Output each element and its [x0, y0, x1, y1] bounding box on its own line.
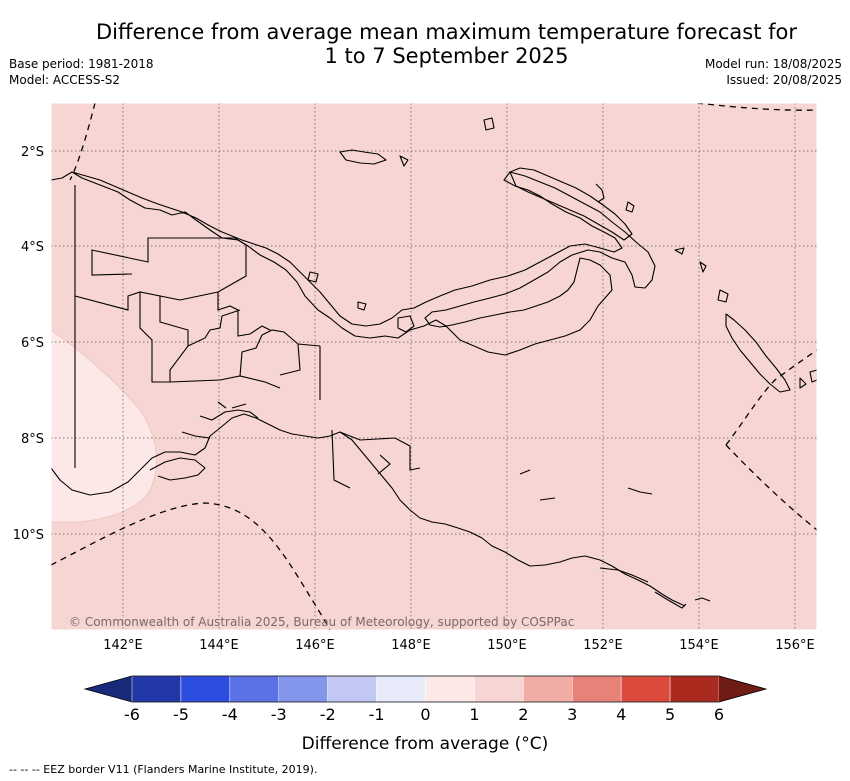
colorbar-bin — [523, 675, 573, 703]
colorbar-tick-label: -5 — [173, 705, 189, 724]
manus-island — [339, 149, 409, 167]
anomaly-fill-background — [51, 103, 817, 630]
colorbar-bin — [180, 675, 231, 703]
map-title-line1: Difference from average mean maximum tem… — [96, 20, 797, 44]
lat-tick-2s: 2°S — [21, 145, 44, 160]
colorbar-extend-high — [719, 676, 766, 702]
lat-tick-6s: 6°S — [21, 336, 44, 351]
colorbar-tick-label: 4 — [616, 705, 626, 724]
colorbar-bin — [425, 675, 475, 703]
colorbar-tick-label: 1 — [469, 705, 479, 724]
bougainville-island — [725, 313, 817, 393]
new-ireland-island — [595, 183, 635, 213]
lon-tick-156: 156°E — [775, 638, 815, 653]
model-run-text: Model run: 18/08/2025 — [704, 57, 842, 71]
colorbar-tick-labels: -6 -5 -4 -3 -2 -1 0 1 2 3 4 5 6 — [124, 705, 724, 724]
lon-tick-148: 148°E — [391, 638, 431, 653]
colorbar-bin — [278, 675, 328, 703]
colorbar-bin — [474, 675, 524, 703]
colorbar-bin — [669, 675, 720, 703]
colorbar-tick-label: -3 — [271, 705, 287, 724]
eez-legend: -- -- -- EEZ border V11 (Flanders Marine… — [9, 763, 318, 776]
latitude-tick-labels: 2°S 4°S 6°S 8°S 10°S — [13, 145, 44, 543]
meta-right: Model run: 18/08/2025 Issued: 20/08/2025 — [705, 56, 842, 88]
lat-tick-10s: 10°S — [13, 528, 44, 543]
coastline-outlines — [51, 117, 817, 609]
meta-left: Base period: 1981-2018 Model: ACCESS-S2 — [9, 56, 154, 88]
lat-tick-8s: 8°S — [21, 432, 44, 447]
colorbar-title: Difference from average (°C) — [302, 734, 549, 754]
colorbar-bins — [131, 675, 720, 703]
colorbar-tick-label: 2 — [518, 705, 528, 724]
province-borders — [74, 185, 421, 489]
colorbar-bin — [572, 675, 622, 703]
anomaly-fill-lighter-region — [51, 329, 157, 523]
copyright-text: © Commonwealth of Australia 2025, Bureau… — [69, 615, 574, 629]
map-title: Difference from average mean maximum tem… — [50, 20, 843, 68]
lon-tick-146: 146°E — [295, 638, 335, 653]
colorbar-tick-label: -4 — [222, 705, 238, 724]
lat-tick-4s: 4°S — [21, 240, 44, 255]
base-period-text: Base period: 1981-2018 — [9, 57, 154, 71]
colorbar-bin — [229, 675, 279, 703]
gulf-river-delta — [149, 401, 259, 481]
map-title-line2: 1 to 7 September 2025 — [324, 44, 569, 68]
colorbar-extend-low — [85, 676, 132, 702]
southeast-islands — [519, 469, 711, 609]
map-panel — [51, 103, 817, 630]
colorbar-tick-label: -6 — [124, 705, 140, 724]
new-britain-island — [509, 167, 633, 241]
lon-tick-154: 154°E — [679, 638, 719, 653]
lon-tick-144: 144°E — [199, 638, 239, 653]
colorbar-bin — [327, 675, 377, 703]
issued-text: Issued: 20/08/2025 — [726, 73, 842, 87]
colorbar-tick-label: 6 — [714, 705, 724, 724]
lon-tick-152: 152°E — [583, 638, 623, 653]
map-frame — [50, 102, 818, 631]
lon-tick-142: 142°E — [103, 638, 143, 653]
small-islands-north — [307, 117, 729, 333]
colorbar-bin — [376, 675, 426, 703]
colorbar-tick-label: -2 — [320, 705, 336, 724]
colorbar-outline — [83, 675, 768, 703]
colorbar-tick-label: 0 — [420, 705, 430, 724]
eez-borders — [51, 103, 817, 630]
longitude-tick-labels: 142°E 144°E 146°E 148°E 150°E 152°E 154°… — [103, 638, 815, 653]
colorbar-bin — [620, 675, 671, 703]
model-text: Model: ACCESS-S2 — [9, 73, 121, 87]
colorbar-tick-label: 5 — [665, 705, 675, 724]
southern-coast — [51, 413, 686, 607]
lon-tick-150: 150°E — [487, 638, 527, 653]
new-guinea-mainland — [51, 171, 656, 356]
colorbar-bin — [131, 675, 182, 703]
colorbar-tick-label: -1 — [369, 705, 385, 724]
colorbar-tick-label: 3 — [567, 705, 577, 724]
colorbar: -6 -5 -4 -3 -2 -1 0 1 2 3 4 5 6 Difference from aver… — [83, 675, 768, 754]
